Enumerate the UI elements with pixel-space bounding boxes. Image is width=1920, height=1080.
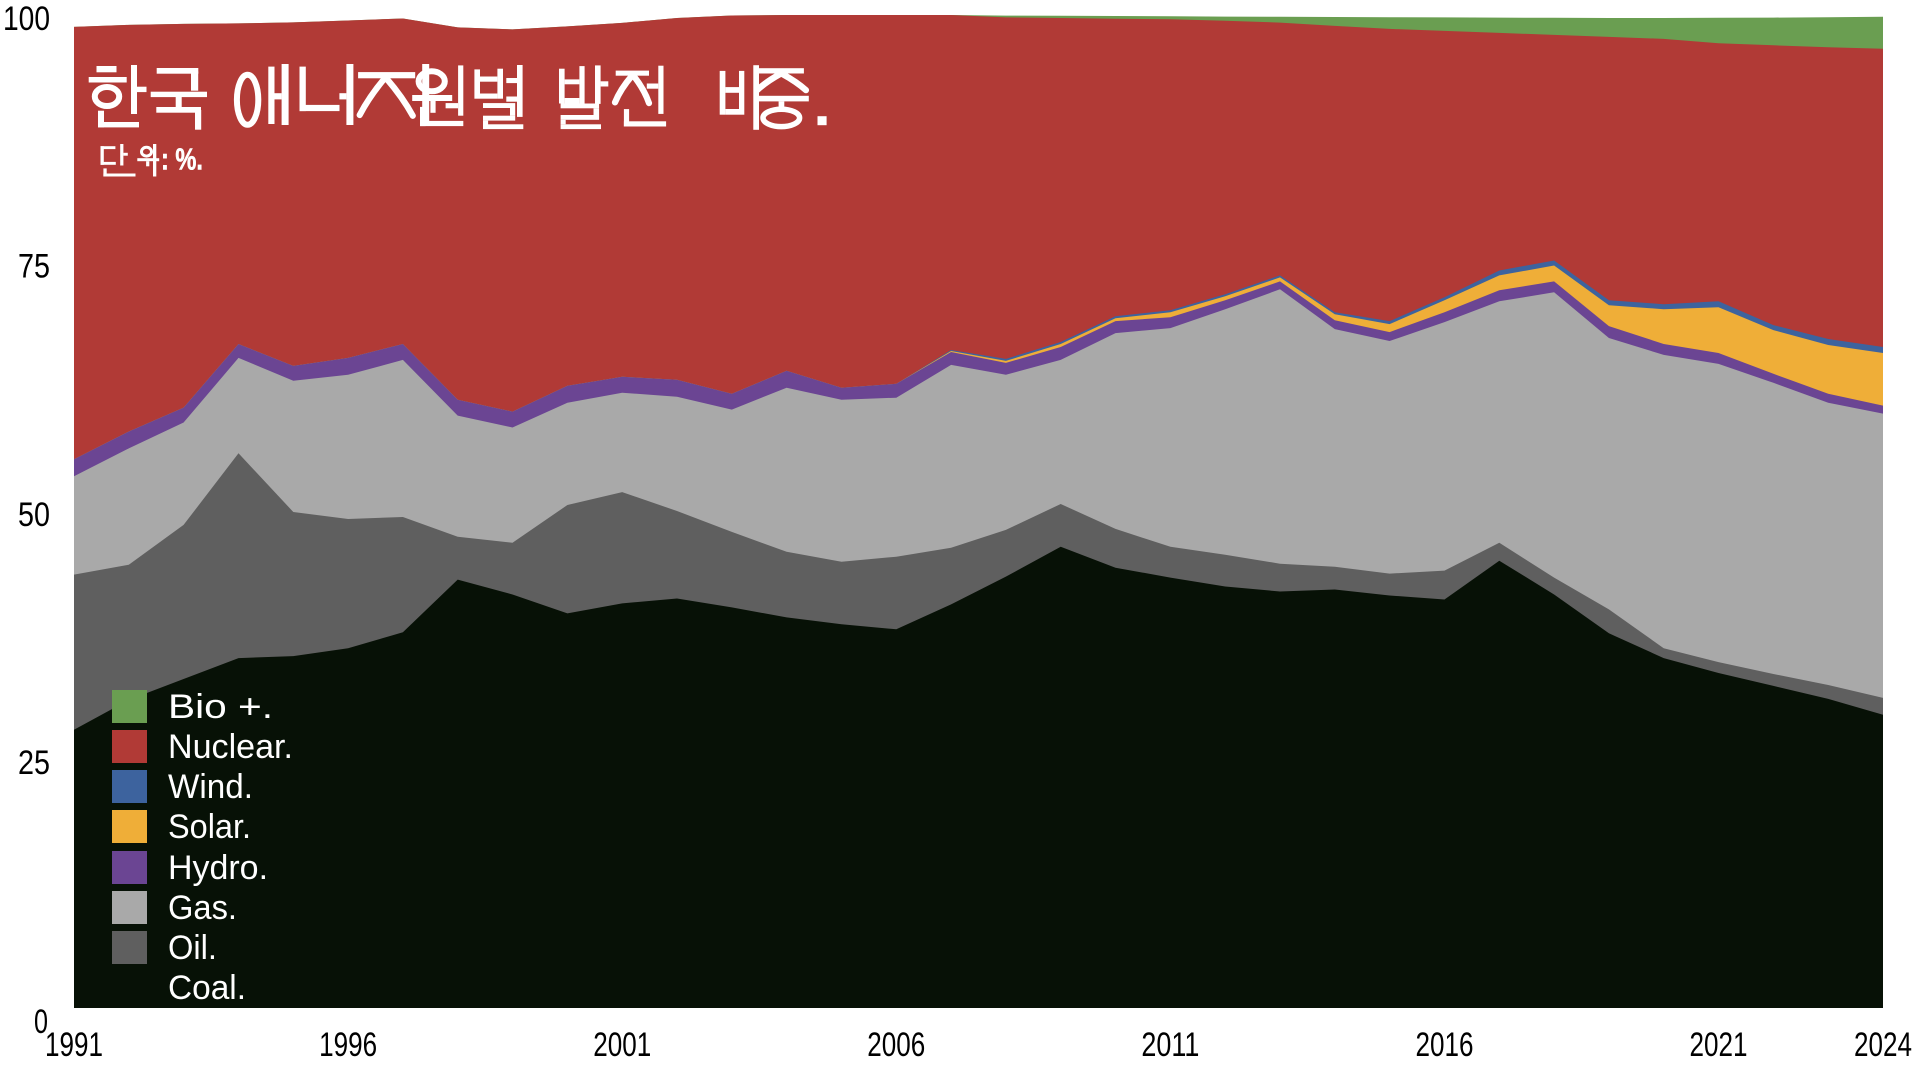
svg-text:1991: 1991 — [45, 1026, 103, 1064]
svg-text:2006: 2006 — [867, 1026, 925, 1064]
svg-text:0: 0 — [34, 1003, 48, 1041]
svg-text:2024: 2024 — [1854, 1026, 1912, 1064]
svg-text:Bio +.: Bio +. — [168, 688, 273, 726]
svg-text:Oil.: Oil. — [168, 929, 217, 967]
svg-text:50: 50 — [18, 496, 50, 534]
svg-text:Hydro.: Hydro. — [168, 849, 268, 887]
svg-text:2016: 2016 — [1416, 1026, 1474, 1064]
svg-text:Solar.: Solar. — [168, 808, 251, 846]
svg-text:Nuclear.: Nuclear. — [168, 728, 293, 766]
svg-text:2001: 2001 — [593, 1026, 651, 1064]
svg-text:2011: 2011 — [1141, 1026, 1199, 1064]
svg-text:1996: 1996 — [319, 1026, 377, 1064]
svg-text:75: 75 — [18, 248, 50, 286]
svg-text:: %.: : %. — [161, 141, 203, 176]
svg-text:Gas.: Gas. — [168, 889, 237, 927]
svg-text:Coal.: Coal. — [168, 969, 246, 1007]
svg-text:25: 25 — [18, 744, 50, 782]
svg-text:Wind.: Wind. — [168, 768, 253, 806]
svg-text:2021: 2021 — [1690, 1026, 1748, 1064]
svg-text:100: 100 — [3, 0, 50, 38]
